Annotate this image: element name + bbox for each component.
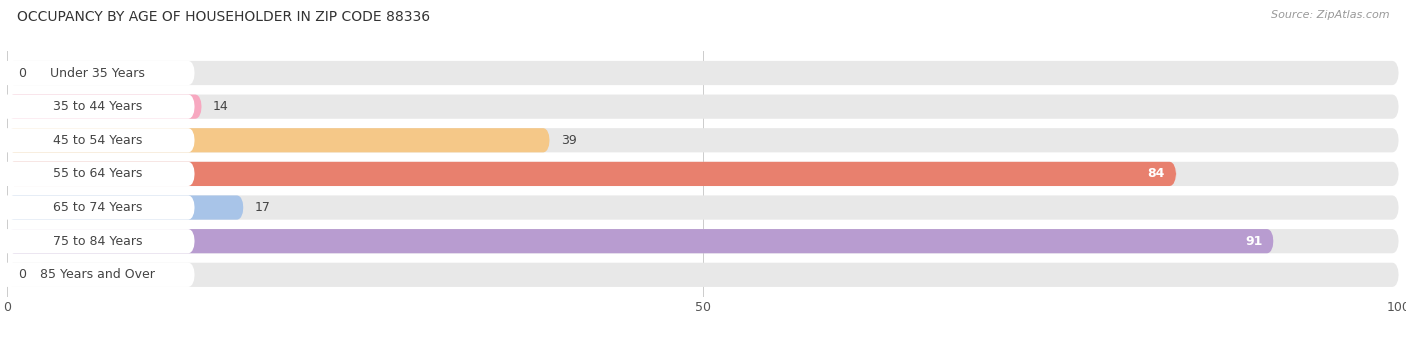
- FancyBboxPatch shape: [7, 195, 1399, 220]
- Text: 84: 84: [1147, 167, 1166, 180]
- Text: OCCUPANCY BY AGE OF HOUSEHOLDER IN ZIP CODE 88336: OCCUPANCY BY AGE OF HOUSEHOLDER IN ZIP C…: [17, 10, 430, 24]
- Text: 17: 17: [254, 201, 271, 214]
- FancyBboxPatch shape: [7, 94, 1399, 119]
- Text: 65 to 74 Years: 65 to 74 Years: [53, 201, 142, 214]
- Text: 91: 91: [1246, 235, 1263, 248]
- FancyBboxPatch shape: [7, 263, 1399, 287]
- Text: 35 to 44 Years: 35 to 44 Years: [53, 100, 142, 113]
- FancyBboxPatch shape: [7, 195, 243, 220]
- FancyBboxPatch shape: [0, 162, 195, 186]
- FancyBboxPatch shape: [7, 94, 202, 119]
- FancyBboxPatch shape: [7, 128, 1399, 152]
- Text: 55 to 64 Years: 55 to 64 Years: [53, 167, 142, 180]
- FancyBboxPatch shape: [7, 229, 1399, 253]
- Text: 45 to 54 Years: 45 to 54 Years: [53, 134, 142, 147]
- FancyBboxPatch shape: [0, 229, 195, 253]
- FancyBboxPatch shape: [7, 128, 550, 152]
- Text: 75 to 84 Years: 75 to 84 Years: [53, 235, 142, 248]
- Text: 0: 0: [18, 66, 27, 79]
- FancyBboxPatch shape: [7, 229, 1274, 253]
- Text: Under 35 Years: Under 35 Years: [51, 66, 145, 79]
- Text: 85 Years and Over: 85 Years and Over: [39, 268, 155, 281]
- FancyBboxPatch shape: [0, 195, 195, 220]
- Text: Source: ZipAtlas.com: Source: ZipAtlas.com: [1271, 10, 1389, 20]
- FancyBboxPatch shape: [0, 128, 195, 152]
- FancyBboxPatch shape: [7, 162, 1399, 186]
- Text: 0: 0: [18, 268, 27, 281]
- FancyBboxPatch shape: [7, 61, 1399, 85]
- FancyBboxPatch shape: [0, 263, 195, 287]
- FancyBboxPatch shape: [7, 162, 1177, 186]
- FancyBboxPatch shape: [0, 94, 195, 119]
- Text: 14: 14: [214, 100, 229, 113]
- FancyBboxPatch shape: [0, 61, 195, 85]
- Text: 39: 39: [561, 134, 576, 147]
